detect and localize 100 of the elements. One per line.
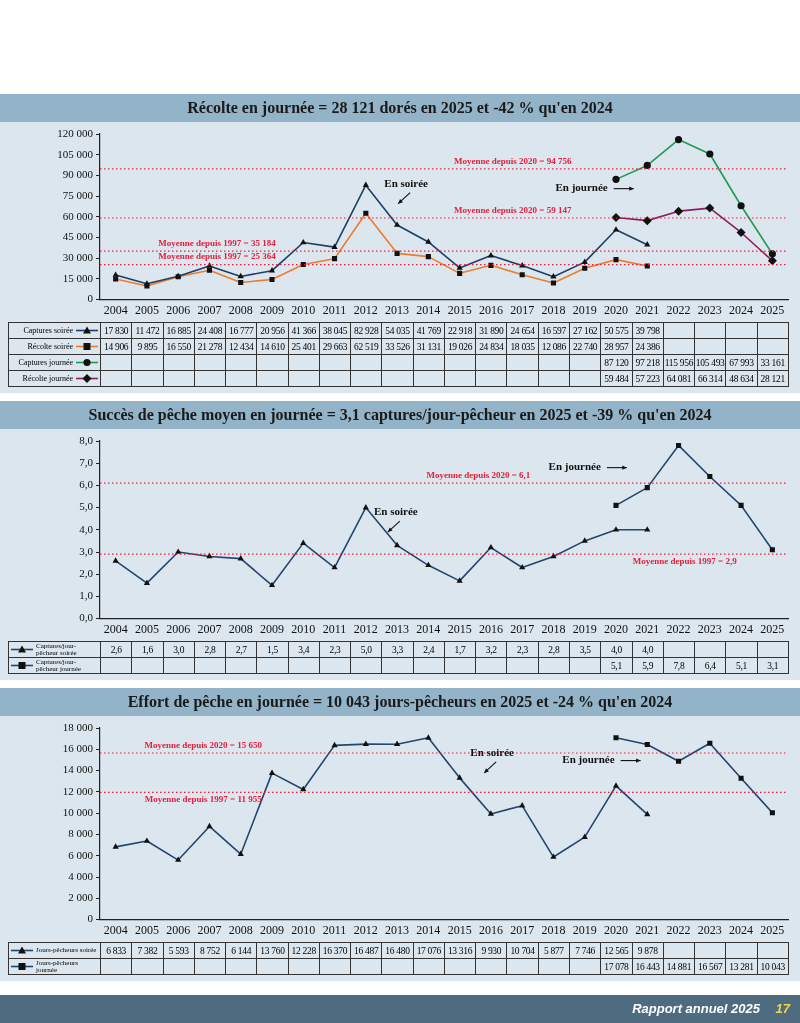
x-tick-label: 2014 bbox=[416, 922, 441, 937]
data-label: 14 881 bbox=[663, 958, 695, 975]
text: 17 bbox=[775, 1000, 790, 1018]
data-label: 5 877 bbox=[538, 942, 570, 959]
x-tick-label: 2024 bbox=[729, 302, 754, 317]
x-tick-label: 2025 bbox=[760, 922, 785, 937]
data-label: 16 597 bbox=[538, 322, 570, 339]
x-tick-label: 2013 bbox=[385, 302, 410, 317]
y-tick-label: 4 000 bbox=[68, 869, 94, 882]
data-label: 16 550 bbox=[163, 338, 195, 355]
data-label: 22 740 bbox=[569, 338, 601, 355]
x-tick-label: 2020 bbox=[604, 621, 628, 636]
x-tick-label: 2012 bbox=[353, 621, 378, 636]
x-tick-label: 2010 bbox=[291, 621, 316, 636]
x-tick-label: 2011 bbox=[322, 621, 347, 636]
data-label: 33 526 bbox=[381, 338, 414, 355]
data-label: 87 120 bbox=[600, 354, 633, 371]
ref-line-label: Moyenne depuis 2020 = 59 147 bbox=[454, 204, 572, 215]
data-label: 19 026 bbox=[444, 338, 476, 355]
x-tick-label: 2021 bbox=[635, 922, 660, 937]
x-tick-label: 2016 bbox=[478, 922, 503, 937]
ref-line-label: Moyenne depuis 1997 = 2,9 bbox=[632, 556, 738, 567]
data-label: 17 078 bbox=[600, 958, 633, 975]
data-label: 5 593 bbox=[163, 942, 195, 959]
data-label: 2,8 bbox=[194, 641, 226, 658]
data-label: 7 746 bbox=[569, 942, 601, 959]
annotation: En journée bbox=[555, 181, 608, 194]
data-label: 6,4 bbox=[694, 657, 726, 674]
data-label: 54 035 bbox=[381, 322, 414, 339]
x-tick-label: 2023 bbox=[697, 302, 722, 317]
y-tick-label: 4,0 bbox=[79, 522, 94, 535]
data-label: 4,0 bbox=[600, 641, 633, 658]
y-tick-label: 0,0 bbox=[79, 611, 94, 624]
x-tick-label: 2018 bbox=[541, 621, 566, 636]
x-tick-label: 2017 bbox=[510, 302, 535, 317]
x-tick-label: 2004 bbox=[103, 922, 128, 937]
data-label: 13 316 bbox=[444, 942, 476, 959]
y-tick-label: 8 000 bbox=[68, 827, 94, 840]
y-tick-label: 0 bbox=[87, 292, 94, 305]
data-label: 16 885 bbox=[163, 322, 195, 339]
data-label: 24 834 bbox=[475, 338, 507, 355]
data-label: 2,8 bbox=[538, 641, 570, 658]
ref-line-label: Moyenne depuis 2020 = 94 756 bbox=[454, 155, 572, 166]
data-label: 41 769 bbox=[413, 322, 445, 339]
data-label: 18 035 bbox=[506, 338, 539, 355]
data-label: 8 752 bbox=[194, 942, 226, 959]
legend-label: Captures journée bbox=[18, 358, 73, 367]
legend-label: Récolte soirée bbox=[27, 342, 73, 351]
y-tick-label: 6 000 bbox=[68, 848, 94, 861]
data-label: 41 366 bbox=[288, 322, 320, 339]
x-tick-label: 2016 bbox=[478, 621, 503, 636]
annotation: En soirée bbox=[470, 745, 515, 758]
x-tick-label: 2024 bbox=[729, 922, 754, 937]
legend-label: Récolte journée bbox=[22, 374, 73, 383]
x-tick-label: 2019 bbox=[572, 922, 597, 937]
data-label: 3,1 bbox=[757, 657, 789, 674]
data-label: 2,7 bbox=[225, 641, 257, 658]
x-tick-label: 2006 bbox=[166, 621, 191, 636]
data-label: 7 382 bbox=[131, 942, 164, 959]
data-label: 5,0 bbox=[350, 641, 382, 658]
data-label: 62 519 bbox=[350, 338, 382, 355]
x-tick-label: 2019 bbox=[572, 621, 597, 636]
x-tick-label: 2022 bbox=[666, 922, 691, 937]
ref-line-label: Moyenne depuis 1997 = 25 364 bbox=[158, 251, 277, 262]
x-tick-label: 2018 bbox=[541, 302, 566, 317]
ref-line-label: Moyenne depuis 1997 = 11 955 bbox=[144, 794, 263, 805]
ref-line-label: Moyenne depuis 2020 = 15 650 bbox=[144, 739, 263, 750]
data-label: 9 895 bbox=[131, 338, 164, 355]
data-label: 1,6 bbox=[131, 641, 164, 658]
data-label: 13 281 bbox=[725, 958, 758, 975]
x-tick-label: 2015 bbox=[447, 302, 472, 317]
y-tick-label: 45 000 bbox=[62, 230, 94, 243]
x-tick-label: 2024 bbox=[729, 621, 754, 636]
y-tick-label: 7,0 bbox=[79, 456, 94, 469]
x-tick-label: 2012 bbox=[353, 302, 378, 317]
data-label: 2,4 bbox=[413, 641, 445, 658]
data-label: 22 918 bbox=[444, 322, 476, 339]
data-label: 5,9 bbox=[632, 657, 664, 674]
x-tick-label: 2015 bbox=[447, 621, 472, 636]
x-tick-label: 2004 bbox=[103, 621, 128, 636]
x-tick-label: 2014 bbox=[416, 302, 441, 317]
data-label: 25 401 bbox=[288, 338, 320, 355]
x-tick-label: 2014 bbox=[416, 621, 441, 636]
data-label: 59 484 bbox=[600, 370, 633, 387]
annotation: En soirée bbox=[384, 176, 429, 189]
ref-line-label: Moyenne depuis 2020 = 6,1 bbox=[426, 470, 531, 481]
ref-line-label: Moyenne depuis 1997 = 35 184 bbox=[158, 237, 277, 248]
data-label: 67 993 bbox=[725, 354, 758, 371]
y-tick-label: 3,0 bbox=[79, 544, 94, 557]
x-tick-label: 2008 bbox=[228, 302, 253, 317]
data-label: 29 663 bbox=[319, 338, 351, 355]
data-label: 12 086 bbox=[538, 338, 570, 355]
data-label: 5,1 bbox=[600, 657, 633, 674]
annotation: En journée bbox=[562, 753, 615, 766]
data-label: 16 480 bbox=[381, 942, 414, 959]
text: Rapport annuel 2025 bbox=[632, 1000, 760, 1018]
x-tick-label: 2016 bbox=[478, 302, 503, 317]
data-label: 3,3 bbox=[381, 641, 414, 658]
data-label: 12 565 bbox=[600, 942, 633, 959]
x-tick-label: 2006 bbox=[166, 922, 191, 937]
